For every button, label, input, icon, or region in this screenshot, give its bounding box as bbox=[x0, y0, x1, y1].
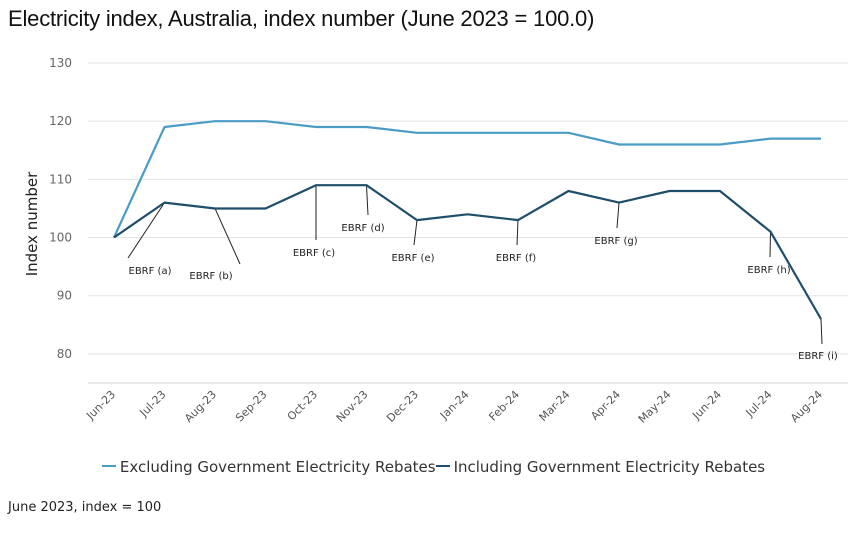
annotation-label: EBRF (e) bbox=[391, 253, 434, 264]
y-tick-label: 100 bbox=[49, 231, 72, 245]
annotation-leader-line bbox=[820, 318, 823, 345]
x-tick-label: Apr-24 bbox=[588, 388, 623, 423]
legend-item-excluding[interactable]: Excluding Government Electricity Rebates bbox=[101, 458, 436, 476]
legend-label: Including Government Electricity Rebates bbox=[453, 458, 766, 476]
y-tick-label: 90 bbox=[57, 289, 72, 303]
x-tick-label: Aug-23 bbox=[182, 388, 219, 425]
legend-label: Excluding Government Electricity Rebates bbox=[119, 458, 436, 476]
x-tick-label: Jan-24 bbox=[437, 388, 472, 423]
annotation-label: EBRF (g) bbox=[594, 236, 637, 247]
legend-swatch-including bbox=[435, 464, 450, 467]
x-tick-label: Feb-24 bbox=[486, 388, 522, 424]
x-axis-ticks: Jun-23 Jul-23 Aug-23 Sep-23 Oct-23 Nov-23 Dec-… bbox=[83, 388, 825, 426]
annotation-leader-line bbox=[413, 220, 418, 246]
annotation-label: EBRF (d) bbox=[341, 223, 384, 234]
y-tick-label: 110 bbox=[49, 172, 72, 186]
legend-item-including[interactable]: Including Government Electricity Rebates bbox=[435, 458, 766, 476]
annotation-leader-line bbox=[366, 185, 369, 216]
x-tick-label: Mar-24 bbox=[537, 388, 573, 424]
legend-swatch-excluding bbox=[101, 464, 116, 467]
chart-title: Electricity index, Australia, index numb… bbox=[8, 6, 595, 31]
x-tick-label: Dec-23 bbox=[384, 388, 421, 425]
annotation-label: EBRF (b) bbox=[189, 271, 232, 282]
x-tick-label: Jul-24 bbox=[743, 388, 775, 420]
x-tick-label: Aug-24 bbox=[788, 388, 825, 425]
x-tick-label: May-24 bbox=[636, 388, 674, 426]
y-axis-ticks: 80 90 100 110 120 130 bbox=[49, 56, 72, 361]
x-tick-label: Jun-23 bbox=[83, 388, 118, 423]
annotations: EBRF (a) EBRF (b) EBRF (c) EBRF (d) EBRF (e)… bbox=[127, 185, 838, 362]
annotation-label: EBRF (c) bbox=[293, 248, 335, 259]
y-tick-label: 120 bbox=[49, 114, 72, 128]
annotation-label: EBRF (h) bbox=[747, 265, 790, 276]
annotation-leader-line bbox=[516, 220, 519, 246]
series-line-including bbox=[113, 184, 822, 320]
y-tick-label: 130 bbox=[49, 56, 72, 70]
annotation-leader-line bbox=[127, 202, 165, 259]
y-tick-label: 80 bbox=[57, 347, 72, 361]
series-lines bbox=[112, 120, 822, 320]
x-tick-label: Sep-23 bbox=[233, 388, 270, 425]
x-tick-label: Nov-23 bbox=[334, 388, 371, 425]
footnote: June 2023, index = 100 bbox=[8, 500, 162, 515]
x-tick-label: Oct-23 bbox=[285, 388, 320, 423]
legend: Excluding Government Electricity Rebates… bbox=[0, 458, 867, 476]
x-tick-label: Jul-23 bbox=[137, 388, 169, 420]
annotation-label: EBRF (f) bbox=[496, 253, 536, 264]
line-chart: 80 90 100 110 120 130 Jun-23 Jul-23 Aug-23 Sep-2… bbox=[23, 56, 848, 426]
gridlines bbox=[88, 62, 848, 384]
y-axis-title: Index number bbox=[23, 171, 41, 276]
annotation-leader-line bbox=[616, 202, 620, 229]
x-tick-label: Jun-24 bbox=[689, 388, 724, 423]
annotation-leader-line bbox=[214, 208, 241, 265]
annotation-label: EBRF (i) bbox=[798, 351, 838, 362]
annotation-label: EBRF (a) bbox=[129, 266, 172, 277]
annotation-leader-line bbox=[769, 231, 771, 258]
